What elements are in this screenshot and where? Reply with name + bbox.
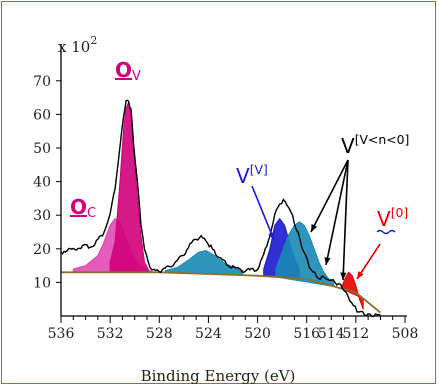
annotation-v0-base: V <box>377 207 391 231</box>
annotation-ov-letter: O <box>115 58 132 82</box>
experimental-spectrum-line <box>60 99 381 318</box>
y-tick-label-70: 70 <box>33 74 51 90</box>
annotation-v5-arrow-head <box>268 232 275 240</box>
x-tick-label-508: 508 <box>392 326 419 342</box>
y-tick-label-10: 10 <box>33 275 51 291</box>
annotation-vmixed-arrow-2-head <box>324 257 331 265</box>
annotation-v0-arrow-head <box>357 271 364 279</box>
annotation-vmixed-superscript: [V<n<0] <box>355 132 410 147</box>
component-fill-3 <box>164 249 244 276</box>
annotation-vmixed-arrow-1-head <box>311 224 318 232</box>
x-tick-label-514: 514 <box>318 326 345 342</box>
y-multiplier-base: x 10 <box>58 38 90 56</box>
annotation-ov-subscript: V <box>132 69 141 84</box>
y-tick-label-30: 30 <box>33 208 51 224</box>
x-tick-label-524: 524 <box>195 326 222 342</box>
y-tick-label-60: 60 <box>33 107 51 123</box>
annotation-vmixed: V[V<n<0] <box>341 132 409 158</box>
y-multiplier-label: x 102 <box>58 34 97 56</box>
annotation-v5-arrow-shaft <box>251 185 275 241</box>
annotation-v5-base: V <box>236 164 250 188</box>
annotation-vmixed-arrow-2-shaft <box>325 159 349 266</box>
component-fills <box>72 101 364 310</box>
y-tick-label-40: 40 <box>33 175 51 191</box>
x-tick-label-532: 532 <box>97 326 124 342</box>
annotation-v5-superscript: [V] <box>250 162 268 177</box>
annotation-oc-letter: O <box>70 195 87 219</box>
annotation-ov: OV <box>115 58 141 84</box>
x-axis-title: Binding Energy (eV) <box>141 367 296 385</box>
series-lines <box>60 99 381 318</box>
y-multiplier-exponent: 2 <box>90 34 97 47</box>
annotation-vmixed-base: V <box>341 134 355 158</box>
annotation-v0: V[0] <box>377 205 408 231</box>
annotation-oc-subscript: C <box>87 206 96 221</box>
annotation-vmixed-arrow-3-shaft <box>342 159 349 281</box>
annotation-oc: OC <box>70 195 96 221</box>
annotation-v0-superscript: [0] <box>391 205 409 220</box>
annotation-vmixed-arrow-1-shaft <box>310 159 349 233</box>
x-tick-label-528: 528 <box>146 326 173 342</box>
annotation-vmixed-arrow-3-head <box>340 272 347 280</box>
background-line <box>61 271 381 314</box>
x-tick-label-516: 516 <box>293 326 320 342</box>
x-tick-label-512: 512 <box>342 326 369 342</box>
annotation-v5: V[V] <box>236 162 268 188</box>
x-tick-label-520: 520 <box>244 326 271 342</box>
x-tick-label-536: 536 <box>48 326 75 342</box>
y-tick-label-50: 50 <box>33 141 51 157</box>
y-tick-label-20: 20 <box>33 242 51 258</box>
annotation-v0-wavy-underline <box>376 229 396 235</box>
